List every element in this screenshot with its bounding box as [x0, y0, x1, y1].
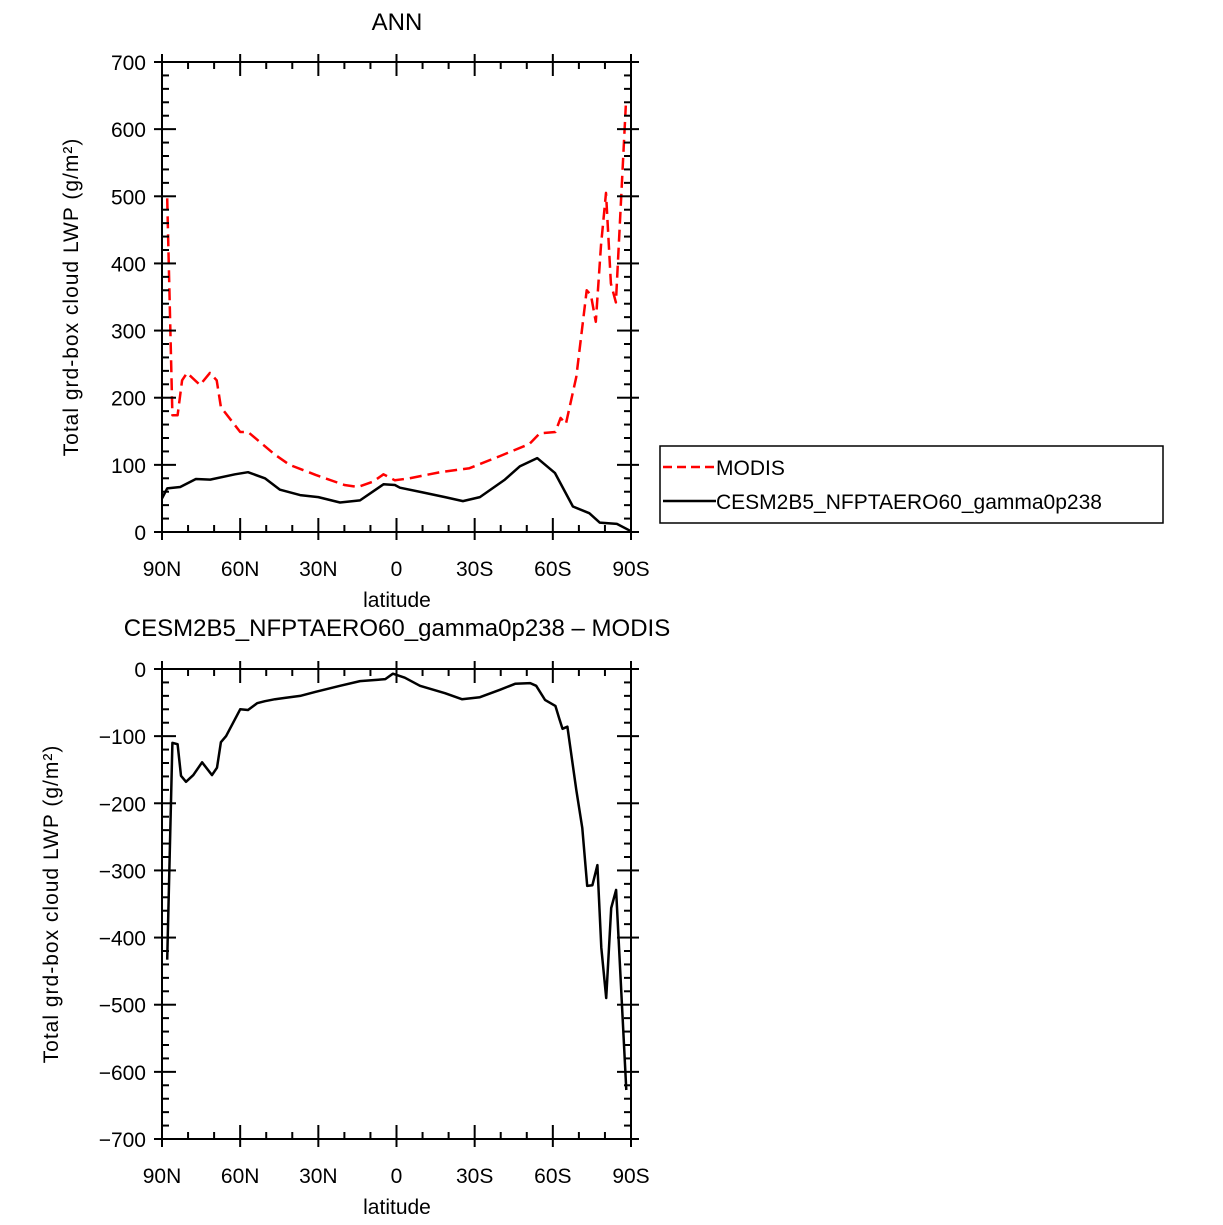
- y-tick-label: 0: [134, 522, 146, 545]
- series-line-model: [160, 456, 631, 532]
- x-tick-label: 30S: [456, 1165, 493, 1188]
- x-tick-label: 0: [391, 558, 403, 581]
- top-panel-annual-lwp: ANN latitude Total grd-box cloud LWP (g/…: [60, 9, 650, 612]
- legend: MODIS CESM2B5_NFPTAERO60_gamma0p238: [659, 445, 1164, 524]
- x-tick-label: 30S: [456, 558, 493, 581]
- y-tick-label: 700: [111, 52, 146, 75]
- y-tick-label: 0: [134, 659, 146, 682]
- x-tick-label: 30N: [299, 1165, 338, 1188]
- y-tick-label: −400: [99, 928, 146, 951]
- legend-label-model: CESM2B5_NFPTAERO60_gamma0p238: [716, 491, 1102, 514]
- x-tick-label: 90N: [143, 1165, 182, 1188]
- y-tick-label: −100: [99, 726, 146, 749]
- y-tick-label: −700: [99, 1129, 146, 1152]
- y-tick-label: −600: [99, 1062, 146, 1085]
- y-tick-label: −200: [99, 793, 146, 816]
- x-tick-label: 60S: [534, 558, 571, 581]
- bottom-title: CESM2B5_NFPTAERO60_gamma0p238 – MODIS: [124, 615, 670, 642]
- y-tick-label: 300: [111, 321, 146, 344]
- y-tick-label: −500: [99, 995, 146, 1018]
- x-tick-label: 90N: [143, 558, 182, 581]
- legend-label-modis: MODIS: [716, 457, 785, 480]
- y-tick-label: −300: [99, 860, 146, 883]
- x-tick-label: 60N: [221, 558, 260, 581]
- y-tick-label: 200: [111, 388, 146, 411]
- bottom-y-axis-label: Total grd-box cloud LWP (g/m²): [40, 745, 63, 1064]
- y-tick-label: 500: [111, 186, 146, 209]
- series-line-modis: [165, 105, 628, 489]
- top-title: ANN: [372, 9, 423, 36]
- y-tick-label: 400: [111, 253, 146, 276]
- x-tick-label: 90S: [612, 558, 649, 581]
- x-tick-label: 0: [391, 1165, 403, 1188]
- x-tick-label: 30N: [299, 558, 338, 581]
- x-tick-label: 60N: [221, 1165, 260, 1188]
- top-y-axis-label: Total grd-box cloud LWP (g/m²): [60, 138, 83, 457]
- legend-box: [659, 445, 1164, 524]
- bottom-x-axis-label: latitude: [363, 1196, 431, 1219]
- plot-frame: [161, 61, 632, 533]
- y-tick-label: 100: [111, 455, 146, 478]
- x-tick-label: 90S: [612, 1165, 649, 1188]
- top-x-axis-label: latitude: [363, 589, 431, 612]
- plot-frame: [161, 668, 632, 1140]
- bottom-panel-difference: CESM2B5_NFPTAERO60_gamma0p238 – MODIS la…: [40, 615, 670, 1219]
- x-tick-label: 60S: [534, 1165, 571, 1188]
- y-tick-label: 600: [111, 119, 146, 142]
- series-line-difference: [165, 672, 628, 1091]
